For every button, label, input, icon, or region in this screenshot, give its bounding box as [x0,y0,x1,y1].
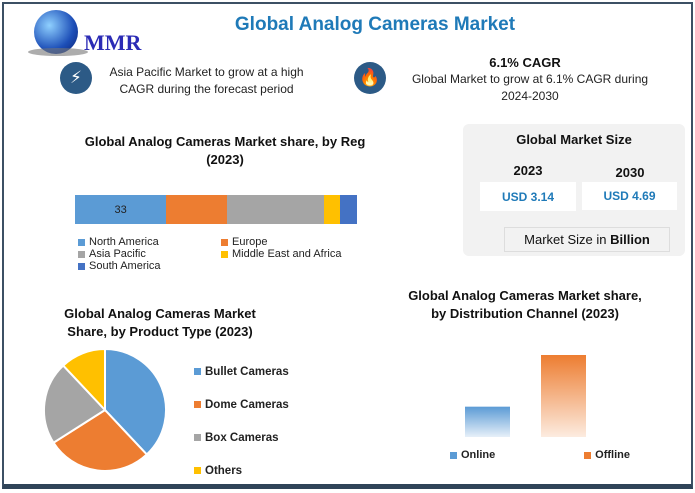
pie-slice-dome-cameras [52,408,149,472]
legend-label: Dome Cameras [205,398,289,411]
flame-icon: 🔥 [354,62,386,94]
bar-segment-north-america: 33 [75,195,167,224]
legend-swatch [78,250,85,258]
bar-online [465,406,510,437]
unit-bold: Billion [610,232,650,247]
legend-swatch [194,368,201,375]
page-title: Global Analog Cameras Market [234,14,516,35]
legend-swatch [221,250,228,258]
bar-segment-middle-east-and-africa [323,195,341,224]
product-chart-title: Global Analog Cameras Market Share, by P… [64,306,256,339]
legend-swatch [584,451,592,459]
legend-label: North America [89,236,159,248]
bar-offline [541,355,586,437]
bar-segment-asia-pacific [227,195,324,224]
legend-label: Others [205,464,243,477]
legend-item-north-america: North America [78,236,221,248]
distribution-chart-title: Global Analog Cameras Market share, by D… [408,288,642,321]
unit-label: Market Size in Billion [504,227,670,252]
legend-label: Box Cameras [205,431,279,444]
legend-item-online: Online [450,449,495,461]
bar-segment-south-america [340,195,357,224]
legend-item-bullet-cameras: Bullet Cameras [194,355,304,388]
market-size-panel: Global Market Size 2023 2030 USD 3.14 US… [463,124,685,256]
cagr-heading: 6.1% CAGR [489,55,561,70]
year-2023: 2023 [513,163,543,178]
legend-swatch [194,401,201,408]
pie-slice-others [61,347,106,413]
distribution-legend: Online Offline [450,449,630,461]
mmr-logo: MMR [24,8,154,60]
legend-swatch [194,467,201,474]
legend-swatch [78,262,85,270]
cagr-text: Global Market to grow at 6.1% CAGR durin… [411,72,649,103]
distribution-bar-chart [465,355,586,437]
legend-item-south-america: South America [78,260,221,272]
legend-item-others: Others [194,454,304,487]
legend-item-asia-pacific: Asia Pacific [78,248,221,260]
legend-label: Bullet Cameras [205,365,289,378]
pie-slice-bullet-cameras [104,347,167,456]
legend-item-offline: Offline [584,449,630,461]
legend-label: Online [461,449,496,461]
region-stacked-bar: 33 [75,195,357,224]
region-chart-title: Global Analog Cameras Market share, by R… [84,134,366,167]
value-2030: USD 4.69 [582,182,677,210]
legend-label: Asia Pacific [89,248,146,260]
lightning-icon: ⚡ [60,62,92,94]
legend-item-dome-cameras: Dome Cameras [194,388,304,421]
legend-item-middle-east-and-africa: Middle East and Africa [221,248,368,260]
market-size-title: Global Market Size [516,132,632,147]
legend-swatch [221,238,228,246]
value-2023: USD 3.14 [480,182,576,211]
region-legend: North America Europe Asia Pacific Middle Ea… [78,236,368,272]
product-pie-chart [43,347,167,472]
highlight-text: Asia Pacific Market to grow at a high CA… [109,65,304,96]
legend-item-europe: Europe [221,236,368,248]
unit-prefix: Market Size in [524,232,611,247]
legend-label: Offline [595,449,630,461]
legend-label: South America [89,260,161,272]
bar-segment-europe [166,195,228,224]
legend-swatch [78,238,85,246]
product-legend: Bullet Cameras Dome Cameras Box Cameras Oth… [194,355,304,487]
legend-swatch [450,451,457,459]
legend-label: Middle East and Africa [232,248,342,260]
year-2030: 2030 [615,165,645,180]
pie-slice-box-cameras [43,364,107,445]
legend-item-box-cameras: Box Cameras [194,421,304,454]
legend-swatch [194,434,201,441]
data-label: 33 [114,203,127,216]
legend-label: Europe [232,236,268,248]
